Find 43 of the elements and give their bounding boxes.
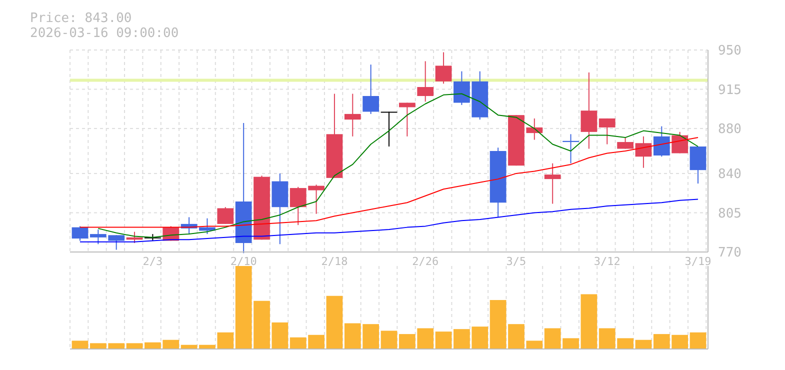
bar	[380, 330, 398, 349]
candlestick	[635, 136, 652, 168]
x-tick-label: 3/5	[506, 255, 526, 268]
y-tick-label: 880	[718, 122, 742, 138]
x-tick-label: 2/26	[412, 255, 439, 268]
candlestick	[417, 60, 434, 102]
y-tick-label: 770	[718, 246, 742, 261]
y-tick-label: 950	[718, 44, 742, 59]
x-tick-label: 2/18	[321, 255, 348, 268]
y-tick-label: 915	[718, 82, 742, 98]
candlestick	[72, 226, 88, 242]
candlestick	[653, 126, 670, 158]
bar	[690, 332, 706, 349]
candlestick	[690, 146, 706, 184]
candlestick	[544, 162, 561, 204]
candlestick	[617, 137, 634, 150]
candlestick	[580, 72, 598, 150]
candlestick	[398, 102, 416, 137]
y-tick-label: 805	[718, 206, 742, 222]
candlestick	[562, 134, 579, 164]
candlestick	[435, 52, 452, 84]
bar	[635, 340, 652, 349]
x-tick-label: 2/10	[230, 255, 257, 268]
bar	[326, 296, 343, 349]
candlestick	[217, 206, 234, 224]
bar	[72, 340, 88, 349]
line-series	[79, 198, 699, 242]
bar	[490, 300, 506, 349]
candlestick	[672, 131, 688, 154]
text: 2026-03-16 09:00:00	[30, 26, 179, 41]
y-tick-label: 840	[718, 166, 742, 182]
x-tick-label: 2/3	[142, 255, 163, 268]
candlestick	[362, 64, 380, 114]
text: Price: 843.00	[30, 11, 132, 26]
bar	[580, 294, 598, 349]
x-tick-label: 3/12	[594, 255, 620, 268]
x-tick-label: 3/19	[684, 255, 712, 268]
candlestick	[598, 118, 616, 145]
candlestick	[344, 93, 361, 137]
candlestick	[380, 111, 398, 148]
bar	[126, 343, 143, 349]
bar	[435, 332, 452, 349]
bar	[272, 322, 288, 349]
